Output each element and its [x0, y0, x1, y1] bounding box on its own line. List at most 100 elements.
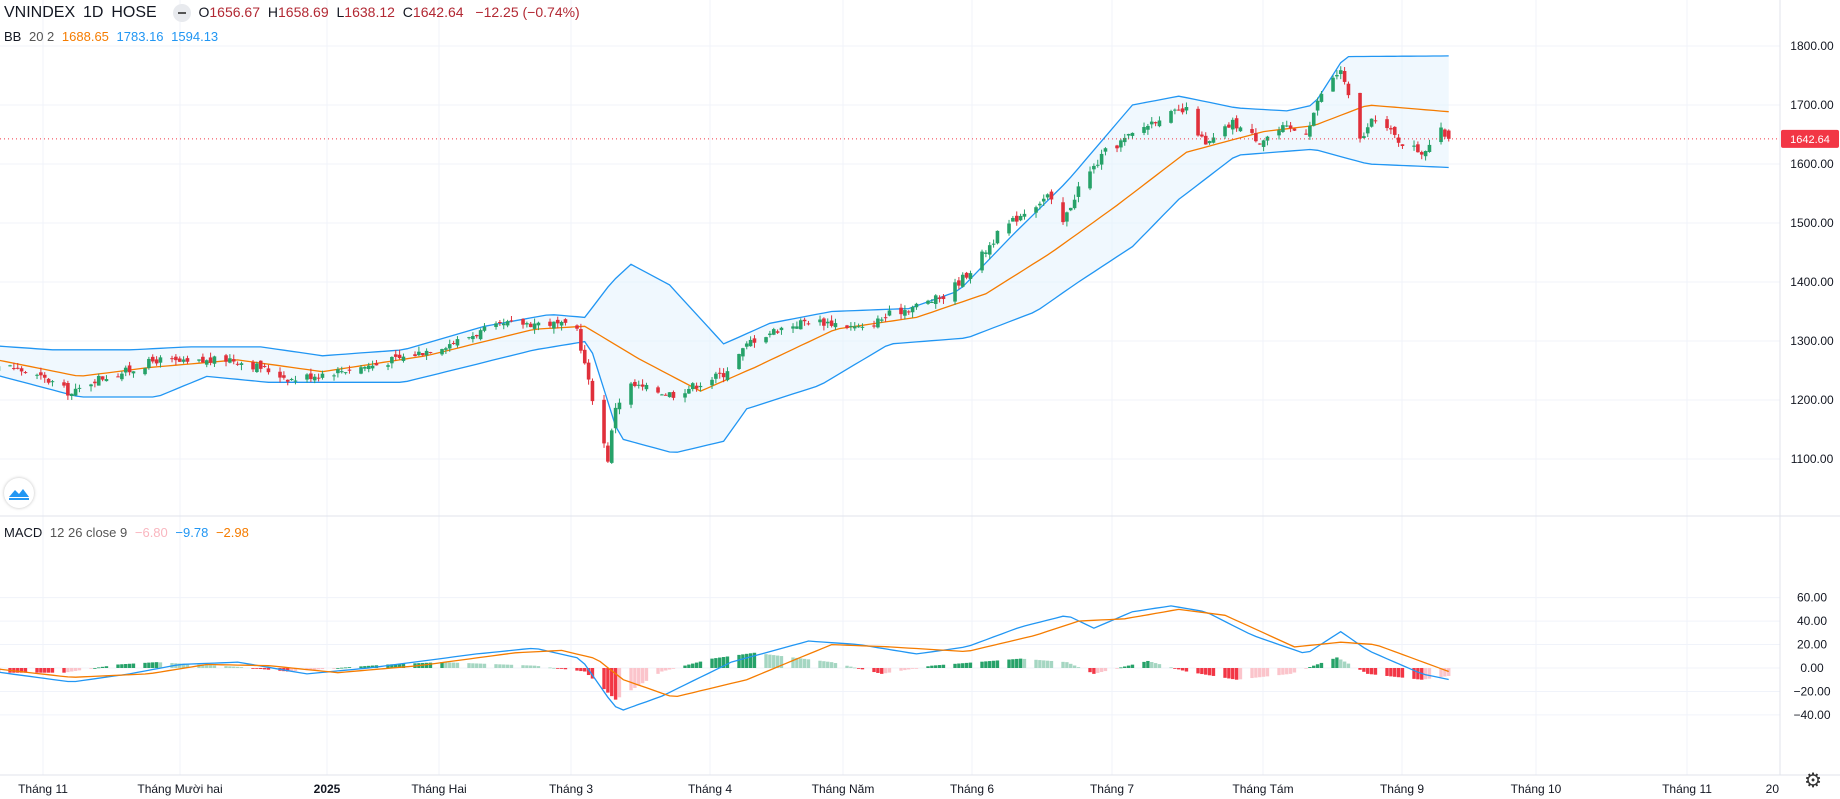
macd-histogram-bar: [1157, 664, 1162, 668]
macd-histogram-bar: [1358, 668, 1362, 670]
candle-body: [887, 310, 892, 316]
candle-body: [19, 368, 24, 372]
macd-histogram-bar: [1018, 658, 1023, 668]
candle-body: [374, 363, 379, 366]
candle-body: [251, 362, 255, 370]
macd-histogram-bar: [201, 664, 205, 668]
tradingview-logo-icon[interactable]: [4, 478, 34, 508]
candle-body: [602, 399, 606, 444]
candle-body: [1088, 171, 1092, 189]
candle-body: [177, 358, 182, 362]
macd-histogram-bar: [509, 664, 514, 668]
candle-body: [1389, 128, 1393, 130]
candle-body: [667, 392, 672, 398]
candle-body: [127, 365, 132, 373]
candle-body: [370, 365, 375, 369]
candle-body: [336, 369, 340, 374]
candle-body: [143, 368, 147, 375]
candle-body: [1130, 132, 1135, 136]
macd-histogram-bar: [235, 666, 240, 668]
candle-body: [633, 381, 637, 387]
candle-body: [883, 317, 888, 319]
macd-histogram-bar: [910, 668, 915, 669]
macd-histogram-bar: [849, 666, 853, 668]
candle-body: [1061, 202, 1065, 223]
macd-histogram-bar: [1369, 668, 1374, 675]
candle-body: [1119, 140, 1123, 148]
candle-body: [1038, 203, 1042, 206]
candle-body: [197, 359, 201, 361]
candle-body: [640, 384, 645, 387]
macd-tick-label: 60.00: [1797, 591, 1827, 605]
candle-body: [717, 372, 722, 374]
macd-histogram-bar: [313, 668, 317, 670]
candle-body: [960, 274, 965, 287]
macd-histogram-bar: [1173, 668, 1177, 669]
time-tick-label: Tháng 6: [950, 782, 994, 796]
candle-body: [1230, 119, 1235, 130]
candle-body: [748, 339, 753, 347]
macd-histogram-bar: [671, 668, 676, 669]
macd-histogram-bar: [1412, 668, 1416, 679]
macd-histogram-bar: [826, 661, 830, 668]
candle-body: [347, 369, 352, 371]
candle-body: [262, 366, 267, 368]
candle-body: [1292, 128, 1297, 131]
hide-legend-icon[interactable]: [172, 4, 191, 23]
candle-body: [1250, 129, 1254, 133]
candle-body: [320, 373, 325, 378]
candle-body: [937, 297, 942, 299]
candle-body: [1065, 212, 1069, 222]
macd-histogram-bar: [1061, 661, 1065, 668]
macd-histogram-bar: [532, 665, 537, 668]
candle-body: [1238, 127, 1243, 132]
candle-body: [1331, 77, 1335, 92]
macd-histogram-bar: [575, 668, 579, 671]
macd-histogram-bar: [1150, 662, 1154, 668]
macd-histogram-bar: [1065, 662, 1069, 668]
candle-body: [258, 360, 263, 369]
macd-histogram-bar: [822, 661, 826, 668]
time-tick-label: Tháng 3: [549, 782, 593, 796]
macd-histogram-bar: [1126, 665, 1131, 668]
macd-histogram-bar: [471, 663, 475, 668]
macd-histogram-bar: [1069, 663, 1073, 668]
candle-body: [798, 320, 803, 330]
macd-histogram-bar: [1423, 668, 1428, 680]
macd-histogram-bar: [1038, 660, 1042, 668]
open-label: O: [198, 4, 210, 20]
candle-body: [89, 384, 93, 387]
candle-body: [768, 333, 772, 336]
candle-body: [856, 326, 861, 328]
time-tick-label: Tháng Tám: [1232, 782, 1293, 796]
macd-histogram-bar: [309, 668, 313, 670]
bb-params: 20 2: [28, 29, 55, 44]
macd-histogram-bar: [1416, 668, 1420, 680]
candle-body: [899, 307, 903, 315]
macd-histogram-bar: [988, 661, 992, 668]
candle-body: [694, 385, 699, 389]
macd-histogram-bar: [752, 652, 757, 668]
bb-lower-line: [0, 148, 1449, 453]
macd-histogram-bar: [394, 664, 398, 668]
macd-histogram-bar: [1072, 665, 1077, 668]
macd-histogram-bar: [1373, 668, 1378, 675]
macd-histogram-bar: [286, 668, 290, 672]
candle-body: [131, 371, 136, 374]
gear-icon[interactable]: ⚙: [1804, 770, 1822, 792]
macd-histogram-bar: [829, 662, 834, 668]
candle-body: [1396, 137, 1401, 143]
macd-histogram-bar: [1447, 668, 1451, 676]
macd-histogram-bar: [880, 668, 884, 674]
candle-body: [872, 325, 876, 327]
candle-body: [1041, 198, 1046, 202]
candle-body: [660, 394, 664, 396]
macd-histogram-bar: [451, 662, 456, 668]
macd-line: [0, 605, 1449, 711]
macd-histogram-bar: [556, 668, 560, 669]
macd-histogram-bar: [289, 668, 294, 672]
candle-body: [393, 354, 398, 357]
candle-body: [1169, 111, 1173, 123]
candle-body: [721, 373, 726, 378]
